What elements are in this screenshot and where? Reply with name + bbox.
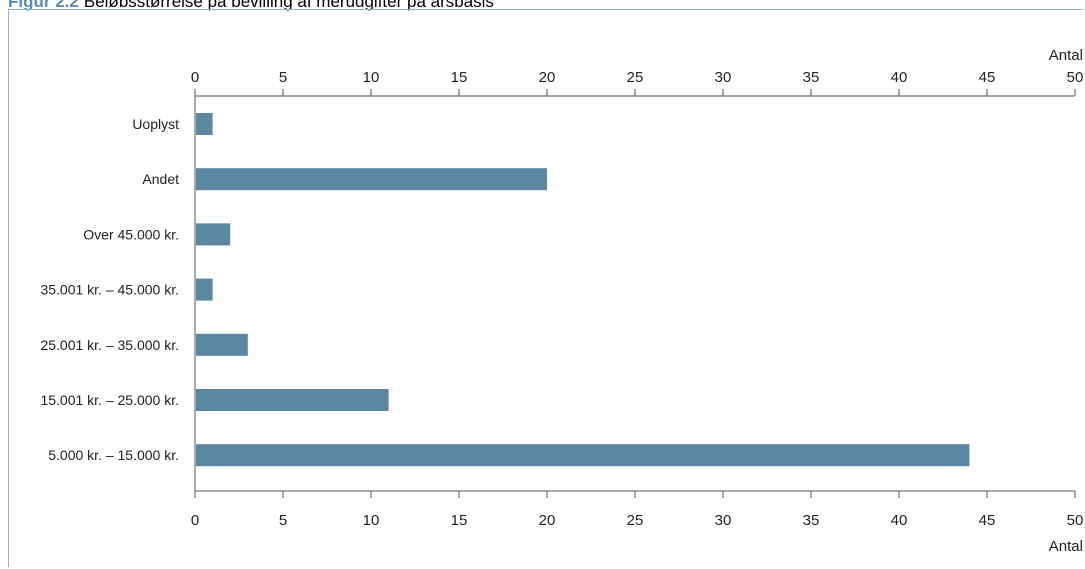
bar — [196, 223, 231, 246]
bar — [196, 444, 970, 467]
chart-bars — [196, 113, 970, 467]
x-tick-label-top: 30 — [715, 69, 732, 86]
bar — [196, 278, 213, 301]
category-label: Over 45.000 kr. — [83, 226, 179, 242]
x-tick-label-top: 10 — [363, 69, 380, 86]
x-tick-label-top: 15 — [451, 69, 468, 86]
x-tick-label-bottom: 20 — [539, 512, 556, 529]
x-tick-label-top: 5 — [279, 69, 287, 86]
x-tick-label-bottom: 35 — [803, 512, 820, 529]
x-tick-label-bottom: 45 — [979, 512, 996, 529]
category-label: Uoplyst — [132, 116, 179, 132]
x-tick-label-top: 0 — [191, 69, 199, 86]
category-label: 15.001 kr. – 25.000 kr. — [40, 392, 179, 408]
x-tick-label-top: 45 — [979, 69, 996, 86]
category-label: 35.001 kr. – 45.000 kr. — [40, 282, 179, 298]
x-tick-label-bottom: 40 — [891, 512, 908, 529]
x-tick-label-bottom: 25 — [627, 512, 644, 529]
category-labels: Uoplyst Andet Over 45.000 kr. 35.001 kr. – … — [40, 116, 179, 463]
x-axis-label-bottom: Antal — [1049, 538, 1083, 555]
x-tick-label-top: 50 — [1067, 69, 1084, 86]
x-tick-label-bottom: 50 — [1067, 512, 1084, 529]
x-tick-label-bottom: 10 — [363, 512, 380, 529]
x-tick-label-top: 40 — [891, 69, 908, 86]
x-tick-label-bottom: 5 — [279, 512, 287, 529]
category-label: 25.001 kr. – 35.000 kr. — [40, 337, 179, 353]
x-tick-label-bottom: 30 — [715, 512, 732, 529]
bar — [196, 113, 213, 135]
chart-frame — [8, 9, 1083, 567]
figure-title-text: Beløbsstørrelse på bevilling af merudgif… — [83, 0, 494, 11]
x-tick-label-bottom: 0 — [191, 512, 199, 529]
chart-axes: 0 0 5 5 10 10 15 15 20 20 25 25 30 30 35 35 40 40 45 45 50 50 — [191, 69, 1084, 529]
x-tick-label-top: 35 — [803, 69, 820, 86]
x-tick-label-bottom: 15 — [451, 512, 468, 529]
bar — [196, 168, 547, 191]
bar — [196, 333, 248, 356]
figure-label: Figur 2.2 — [8, 0, 79, 11]
figure-title: Figur 2.2 Beløbsstørrelse på bevilling af… — [8, 0, 494, 13]
category-label: 5.000 kr. – 15.000 kr. — [48, 447, 179, 463]
bar — [196, 389, 389, 411]
x-tick-label-top: 25 — [627, 69, 644, 86]
x-axis-label-top: Antal — [1049, 47, 1083, 64]
x-tick-label-top: 20 — [539, 69, 556, 86]
category-label: Andet — [142, 171, 179, 187]
